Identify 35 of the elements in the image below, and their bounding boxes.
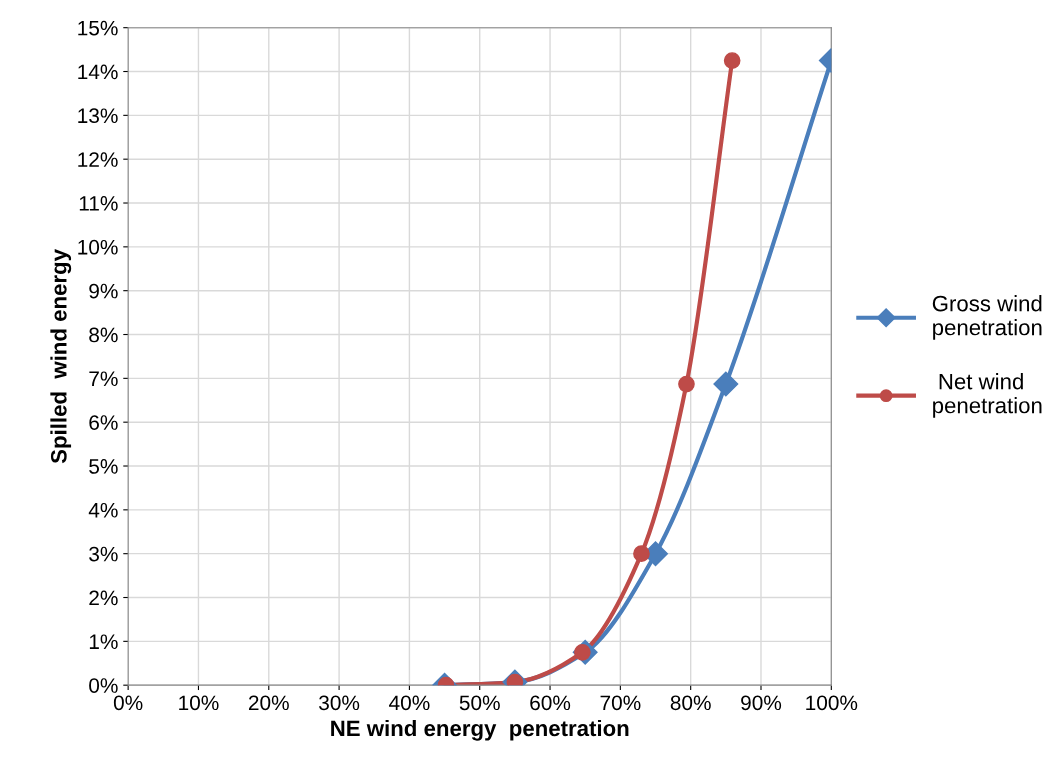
point [633,545,650,563]
y-tick-label: 6% [89,415,118,430]
point [713,371,739,397]
point [678,375,695,393]
x-tick-label: 70% [600,695,641,711]
y-axis-title: Spilled wind energy [50,249,72,464]
y-tick-label: 11% [79,196,118,211]
x-tick-label: 30% [319,695,360,711]
y-tick-label: 13% [78,108,118,124]
y-tick-label: 2% [89,590,118,606]
y-tick-label: 1% [89,634,118,650]
x-tick-label: 100% [806,695,858,711]
y-tick-label: 8% [89,327,118,343]
x-axis-title: NE wind energy penetration [331,719,629,741]
x-tick-label: 0% [113,695,143,711]
x-tick-label: 60% [530,695,571,711]
y-tick-label: 14% [78,64,118,80]
y-tick-label: 10% [78,239,118,255]
legend-label: Net wind penetration [933,373,1042,418]
y-tick-label: 3% [89,546,118,562]
y-tick-label: 7% [89,371,118,387]
y-tick-label: 15% [78,20,118,36]
x-tick-label: 90% [741,695,782,711]
x-tick-label: 50% [459,695,500,711]
y-tick-label: 9% [89,283,118,299]
legend-label: Gross wind penetration [932,295,1042,340]
x-tick-label: 20% [248,695,289,711]
x-tick-label: 10% [179,695,219,711]
x-tick-label: 40% [389,695,430,711]
y-tick-label: 5% [89,459,118,474]
y-tick-label: 0% [89,678,118,693]
y-tick-label: 12% [78,152,118,167]
x-tick-label: 80% [670,695,711,711]
y-tick-label: 4% [88,502,118,518]
point [723,52,741,69]
